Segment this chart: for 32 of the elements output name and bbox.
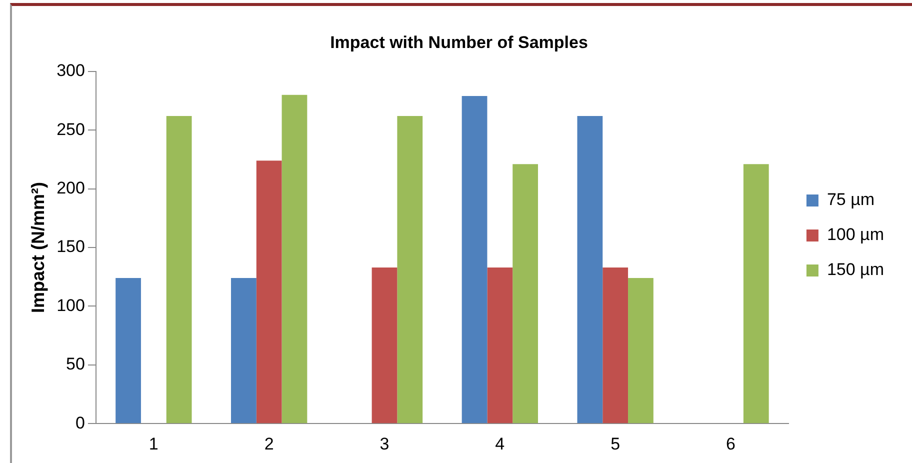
bar (166, 116, 192, 424)
bar (577, 116, 603, 424)
y-tick-label: 250 (56, 120, 85, 139)
bar (397, 116, 423, 424)
y-axis-title: Impact (N/mm²) (28, 182, 48, 314)
bar (372, 267, 398, 424)
y-tick-label: 100 (56, 296, 85, 315)
y-tick-label: 0 (75, 413, 85, 432)
bar (602, 267, 628, 424)
bar (743, 164, 769, 424)
x-tick-label: 4 (495, 434, 505, 454)
bar (256, 160, 282, 424)
bar (116, 278, 141, 424)
chart-title: Impact with Number of Samples (330, 32, 588, 52)
bar (487, 267, 513, 424)
x-tick-label: 5 (610, 434, 620, 454)
x-tick-label: 3 (380, 434, 390, 454)
bar (512, 164, 538, 424)
legend-label: 75 µm (826, 190, 875, 210)
bar (282, 94, 308, 424)
legend-label: 150 µm (826, 260, 884, 280)
x-tick-label: 2 (264, 434, 274, 454)
legend-label: 100 µm (826, 225, 884, 244)
y-tick-label: 150 (56, 237, 85, 256)
y-tick-label: 50 (66, 354, 85, 374)
bar (231, 278, 256, 424)
y-tick-label: 200 (56, 178, 85, 198)
bar (462, 96, 488, 424)
x-tick-label: 6 (726, 434, 736, 454)
y-tick-label: 300 (56, 61, 85, 80)
bar (628, 278, 654, 424)
x-tick-label: 1 (148, 434, 158, 454)
